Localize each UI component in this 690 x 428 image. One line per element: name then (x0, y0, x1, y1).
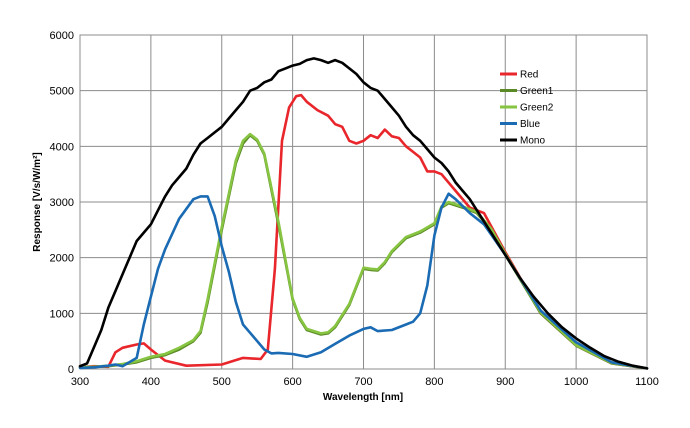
legend-label-mono: Mono (520, 136, 545, 147)
x-tick-label: 1000 (564, 376, 588, 388)
y-tick-labels: 0 1000 2000 3000 4000 5000 6000 (50, 30, 74, 376)
y-axis-title: Response [V/s/W/m²] (32, 152, 43, 251)
legend: Red Green1 Green2 Blue Mono (500, 70, 554, 147)
series-lines (78, 57, 649, 370)
series-line-blue (78, 192, 649, 370)
y-tick-label: 2000 (50, 253, 74, 265)
legend-label-red: Red (520, 70, 538, 81)
grid-lines (79, 34, 648, 370)
x-tick-label: 600 (283, 376, 301, 388)
x-tick-label: 500 (213, 376, 231, 388)
y-tick-label: 4000 (50, 141, 74, 153)
legend-label-blue: Blue (520, 119, 540, 130)
legend-label-green2: Green2 (520, 103, 554, 114)
y-tick-label: 6000 (50, 30, 74, 42)
x-tick-label: 900 (496, 376, 514, 388)
x-axis-title: Wavelength [nm] (323, 392, 403, 403)
y-tick-label: 1000 (50, 308, 74, 320)
x-tick-label: 800 (425, 376, 443, 388)
series-line-mono (78, 57, 649, 370)
x-tick-labels: 300 400 500 600 700 800 900 1000 1100 (71, 376, 659, 388)
x-tick-label: 400 (142, 376, 160, 388)
legend-label-green1: Green1 (520, 86, 554, 97)
y-tick-label: 3000 (50, 197, 74, 209)
x-tick-label: 300 (71, 376, 89, 388)
x-tick-label: 1100 (635, 376, 659, 388)
y-tick-label: 5000 (50, 86, 74, 98)
x-tick-label: 700 (354, 376, 372, 388)
y-tick-label: 0 (68, 364, 74, 376)
